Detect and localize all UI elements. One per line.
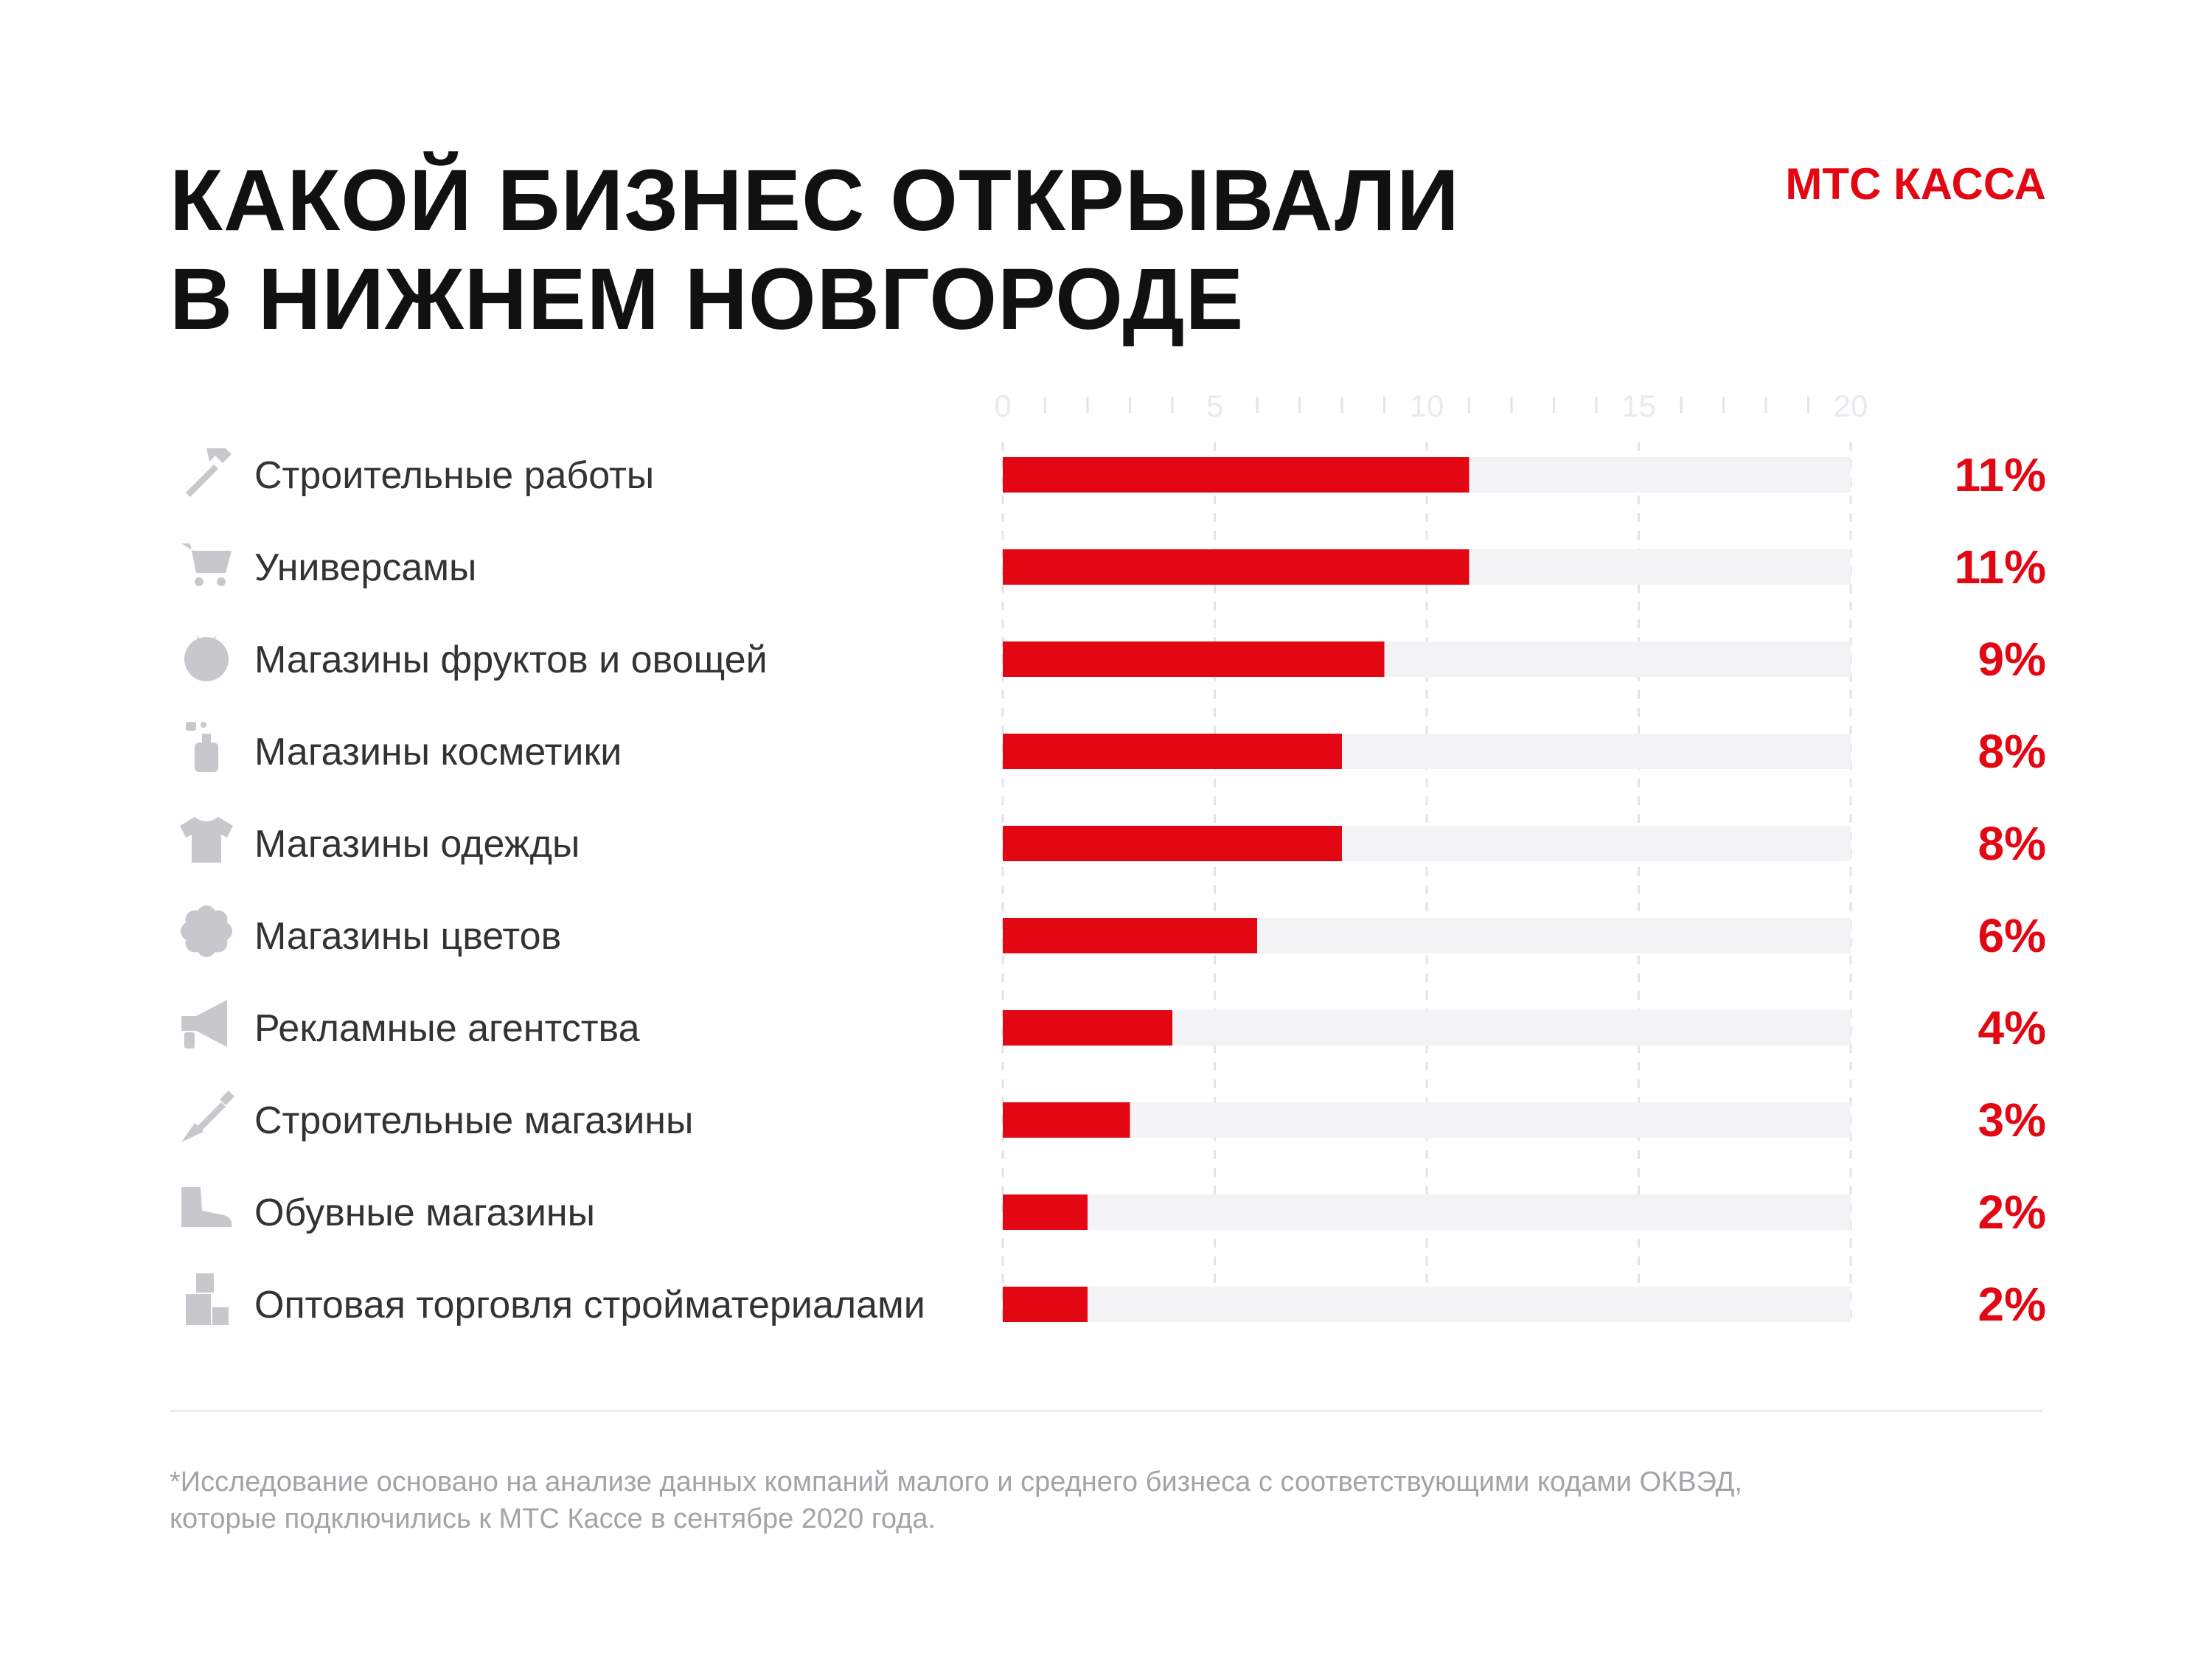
value-label: 8% xyxy=(1978,817,2047,870)
bar-chart: 0 5 10 15 20 Строительные работы 11%Универсам… xyxy=(180,389,2046,1327)
footer-divider xyxy=(170,1410,2042,1412)
category-label: Строительные магазины xyxy=(254,1099,693,1142)
hammer-icon xyxy=(186,448,232,497)
bar-track xyxy=(1003,1102,1851,1138)
category-label: Оптовая торговля стройматериалами xyxy=(254,1284,925,1326)
cart-icon xyxy=(181,543,232,586)
chart-rows: Строительные работы 11% Универсамы 11% Магаз… xyxy=(180,448,2046,1327)
flower-icon xyxy=(181,905,232,957)
bar xyxy=(1003,549,1470,585)
bar xyxy=(1003,1010,1172,1046)
bar xyxy=(1003,1287,1088,1322)
bar-track xyxy=(1003,1194,1851,1230)
value-label: 11% xyxy=(1954,448,2046,501)
bar xyxy=(1003,457,1470,493)
x-tick-label: 10 xyxy=(1410,389,1444,423)
chart-row: Универсамы 11% xyxy=(181,540,2046,594)
bar xyxy=(1003,918,1257,953)
brand-logo: МТС КАССА xyxy=(1785,159,2046,209)
category-label: Магазины цветов xyxy=(254,915,561,958)
shovel-icon xyxy=(181,1091,234,1142)
chart-row: Строительные работы 11% xyxy=(186,448,2046,501)
value-label: 4% xyxy=(1978,1001,2047,1054)
category-label: Магазины одежды xyxy=(254,823,580,866)
category-label: Магазины косметики xyxy=(254,731,622,773)
footnote-line-2: которые подключились к МТС Кассе в сентя… xyxy=(170,1503,936,1534)
chart-row: Обувные магазины 2% xyxy=(181,1186,2046,1239)
x-tick-label: 0 xyxy=(994,389,1011,423)
perfume-icon xyxy=(186,722,218,772)
x-axis: 0 5 10 15 20 xyxy=(994,389,1868,423)
megaphone-icon xyxy=(181,1000,227,1048)
bar-track xyxy=(1003,1287,1851,1322)
category-label: Магазины фруктов и овощей xyxy=(254,639,768,681)
x-tick-label: 15 xyxy=(1621,389,1656,423)
footnote: *Исследование основано на анализе данных… xyxy=(170,1464,2087,1537)
chart-row: Магазины цветов 6% xyxy=(181,905,2046,962)
footnote-line-1: *Исследование основано на анализе данных… xyxy=(170,1467,1742,1498)
chart-row: Магазины фруктов и овощей 9% xyxy=(184,633,2046,686)
shirt-icon xyxy=(180,817,233,863)
category-label: Обувные магазины xyxy=(254,1192,595,1234)
x-tick-label: 20 xyxy=(1834,389,1868,423)
value-label: 6% xyxy=(1978,909,2047,962)
chart-row: Рекламные агентства 4% xyxy=(181,1000,2046,1054)
grid-lines xyxy=(1001,442,1852,1327)
boxes-icon xyxy=(186,1273,229,1325)
category-label: Строительные работы xyxy=(254,454,654,497)
bar xyxy=(1003,734,1342,769)
value-label: 9% xyxy=(1978,633,2047,686)
value-label: 8% xyxy=(1978,725,2047,778)
bar xyxy=(1003,641,1385,677)
bar xyxy=(1003,826,1342,861)
value-label: 11% xyxy=(1954,540,2046,594)
value-label: 2% xyxy=(1978,1186,2047,1239)
category-label: Рекламные агентства xyxy=(254,1007,640,1050)
bar xyxy=(1003,1194,1088,1230)
value-label: 3% xyxy=(1978,1093,2047,1147)
value-label: 2% xyxy=(1978,1278,2047,1327)
title-line-2: В НИЖНЕМ НОВГОРОДЕ xyxy=(170,251,1245,348)
boot-icon xyxy=(181,1187,232,1227)
x-tick-label: 5 xyxy=(1206,389,1223,423)
category-label: Универсамы xyxy=(254,546,476,589)
chart-row: Магазины одежды 8% xyxy=(180,817,2046,870)
bar xyxy=(1003,1102,1130,1138)
chart-row: Строительные магазины 3% xyxy=(181,1091,2046,1147)
tomato-icon xyxy=(184,636,229,681)
chart-row: Магазины косметики 8% xyxy=(186,722,2046,778)
chart-row: Оптовая торговля стройматериалами 2% xyxy=(186,1273,2046,1327)
title-line-1: КАКОЙ БИЗНЕС ОТКРЫВАЛИ xyxy=(170,152,1460,249)
page-title: КАКОЙ БИЗНЕС ОТКРЫВАЛИ В НИЖНЕМ НОВГОРОД… xyxy=(170,151,1460,349)
